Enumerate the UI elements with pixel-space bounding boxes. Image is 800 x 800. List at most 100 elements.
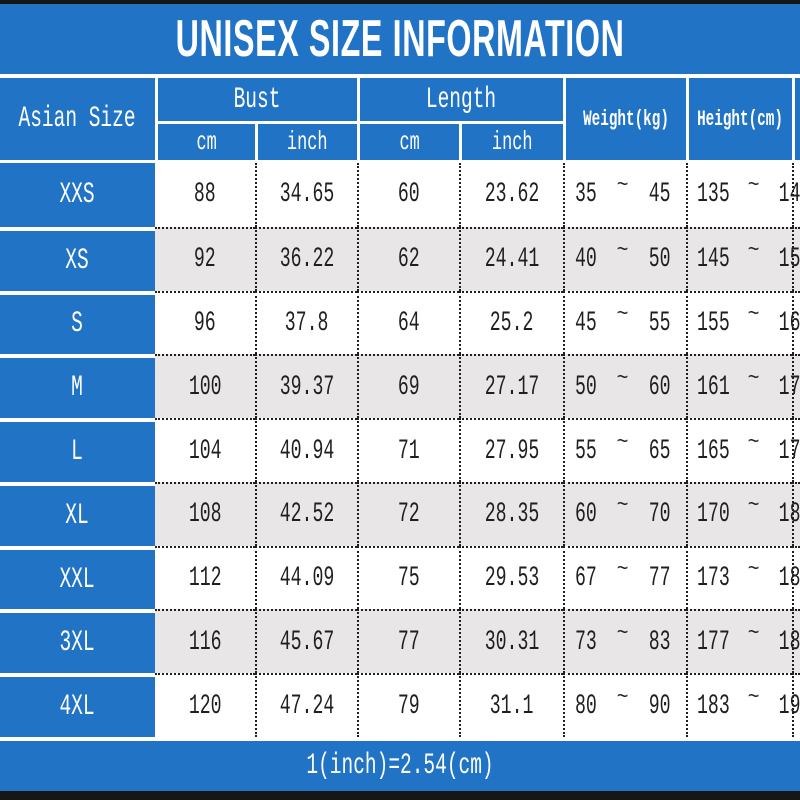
weight-range-cell: 60 ~ 70 bbox=[563, 481, 686, 546]
tilde-separator: ~ bbox=[617, 684, 629, 710]
bust-cm-value: 96 bbox=[194, 307, 216, 339]
table-header: Asian Size Bust Length Weight(kg) Height… bbox=[0, 78, 800, 160]
weight-min-value: 40 bbox=[575, 244, 597, 276]
bust-cm-cell: 112 bbox=[155, 545, 255, 610]
size-label: M bbox=[71, 371, 84, 406]
header-bust-inch: inch bbox=[255, 124, 357, 160]
height-max-value: 193 bbox=[778, 690, 800, 722]
table-edge-stub bbox=[792, 418, 800, 482]
size-cell: XXS bbox=[0, 163, 155, 227]
size-cell: L bbox=[0, 418, 155, 482]
height-min-value: 155 bbox=[697, 307, 730, 339]
header-edge-stub bbox=[792, 78, 800, 160]
tilde-separator: ~ bbox=[617, 238, 629, 264]
height-min-value: 183 bbox=[697, 690, 730, 722]
tilde-separator: ~ bbox=[748, 620, 760, 646]
bust-inch-cell: 45.67 bbox=[255, 609, 357, 674]
conversion-note-bar: 1(inch)=2.54(cm) bbox=[0, 741, 800, 791]
tilde-separator: ~ bbox=[748, 557, 760, 583]
length-inch-value: 28.35 bbox=[484, 499, 540, 531]
header-length-cm: cm bbox=[357, 124, 459, 160]
length-cm-value: 60 bbox=[398, 179, 420, 211]
weight-max-value: 45 bbox=[649, 179, 671, 211]
size-label: L bbox=[71, 435, 84, 470]
table-edge-stub bbox=[792, 481, 800, 546]
height-min-value: 135 bbox=[697, 179, 730, 211]
height-min-value: 177 bbox=[697, 626, 730, 658]
bust-cm-cell: 88 bbox=[155, 163, 255, 227]
length-inch-cell: 28.35 bbox=[459, 481, 563, 546]
weight-min-value: 80 bbox=[575, 690, 597, 722]
length-cm-value: 64 bbox=[398, 307, 420, 339]
length-inch-cell: 24.41 bbox=[459, 226, 563, 291]
length-cm-cell: 72 bbox=[357, 481, 459, 546]
bust-inch-value: 47.24 bbox=[279, 690, 335, 722]
weight-range-cell: 73 ~ 83 bbox=[563, 609, 686, 674]
height-range-cell: 183 ~ 193 bbox=[686, 673, 800, 738]
tilde-separator: ~ bbox=[748, 684, 760, 710]
bust-inch-value: 42.52 bbox=[279, 499, 335, 531]
weight-min-value: 67 bbox=[575, 563, 597, 595]
tilde-separator: ~ bbox=[748, 173, 760, 199]
length-cm-value: 72 bbox=[398, 499, 420, 531]
divider-line bbox=[0, 737, 800, 741]
divider-line bbox=[0, 74, 800, 78]
weight-min-value: 35 bbox=[575, 179, 597, 211]
weight-min-value: 73 bbox=[575, 626, 597, 658]
length-cm-value: 69 bbox=[398, 371, 420, 403]
height-min-value: 161 bbox=[697, 371, 730, 403]
bust-cm-cell: 96 bbox=[155, 290, 255, 355]
weight-range-cell: 80 ~ 90 bbox=[563, 673, 686, 738]
height-range-cell: 145 ~ 155 bbox=[686, 226, 800, 291]
height-max-value: 145 bbox=[778, 179, 800, 211]
table-row: XXS 88 34.65 60 23.62 35 ~ 45 135 ~ 145 bbox=[0, 163, 800, 227]
table-body: XXS 88 34.65 60 23.62 35 ~ 45 135 ~ 145 … bbox=[0, 163, 800, 738]
length-inch-value: 25.2 bbox=[490, 307, 534, 339]
weight-max-value: 90 bbox=[649, 690, 671, 722]
height-min-value: 170 bbox=[697, 499, 730, 531]
size-cell: 4XL bbox=[0, 673, 155, 738]
bust-inch-value: 37.8 bbox=[285, 307, 329, 339]
height-max-value: 175 bbox=[778, 435, 800, 467]
size-cell: XL bbox=[0, 481, 155, 546]
size-label: S bbox=[71, 307, 84, 342]
header-length-inch: inch bbox=[459, 124, 563, 160]
bust-inch-cell: 40.94 bbox=[255, 418, 357, 482]
bust-cm-cell: 100 bbox=[155, 354, 255, 419]
tilde-separator: ~ bbox=[617, 301, 629, 327]
height-min-value: 145 bbox=[697, 244, 730, 276]
table-edge-stub bbox=[792, 673, 800, 738]
size-cell: S bbox=[0, 290, 155, 355]
bust-cm-cell: 120 bbox=[155, 673, 255, 738]
divider-line bbox=[0, 160, 800, 163]
length-inch-value: 27.95 bbox=[484, 435, 540, 467]
bust-inch-cell: 37.8 bbox=[255, 290, 357, 355]
table-row: XL 108 42.52 72 28.35 60 ~ 70 170 ~ 180 bbox=[0, 481, 800, 546]
length-cm-cell: 60 bbox=[357, 163, 459, 227]
table-edge-stub bbox=[792, 226, 800, 291]
height-range-cell: 165 ~ 175 bbox=[686, 418, 800, 482]
weight-range-cell: 55 ~ 65 bbox=[563, 418, 686, 482]
weight-max-value: 77 bbox=[649, 563, 671, 595]
length-cm-value: 75 bbox=[398, 563, 420, 595]
table-edge-stub bbox=[792, 163, 800, 227]
weight-min-value: 45 bbox=[575, 307, 597, 339]
height-range-cell: 155 ~ 165 bbox=[686, 290, 800, 355]
length-inch-cell: 25.2 bbox=[459, 290, 563, 355]
height-min-value: 165 bbox=[697, 435, 730, 467]
header-length-group: Length bbox=[357, 78, 563, 124]
table-row: XXL 112 44.09 75 29.53 67 ~ 77 173 ~ 183 bbox=[0, 545, 800, 610]
bottom-black-strip bbox=[0, 791, 800, 800]
weight-max-value: 50 bbox=[649, 244, 671, 276]
size-label: 4XL bbox=[59, 690, 96, 725]
weight-range-cell: 45 ~ 55 bbox=[563, 290, 686, 355]
length-cm-cell: 79 bbox=[357, 673, 459, 738]
bust-inch-cell: 39.37 bbox=[255, 354, 357, 419]
length-inch-value: 27.17 bbox=[484, 371, 540, 403]
tilde-separator: ~ bbox=[617, 557, 629, 583]
length-cm-cell: 64 bbox=[357, 290, 459, 355]
tilde-separator: ~ bbox=[748, 429, 760, 455]
bust-inch-cell: 34.65 bbox=[255, 163, 357, 227]
bust-cm-value: 120 bbox=[188, 690, 222, 722]
length-cm-value: 77 bbox=[398, 626, 420, 658]
